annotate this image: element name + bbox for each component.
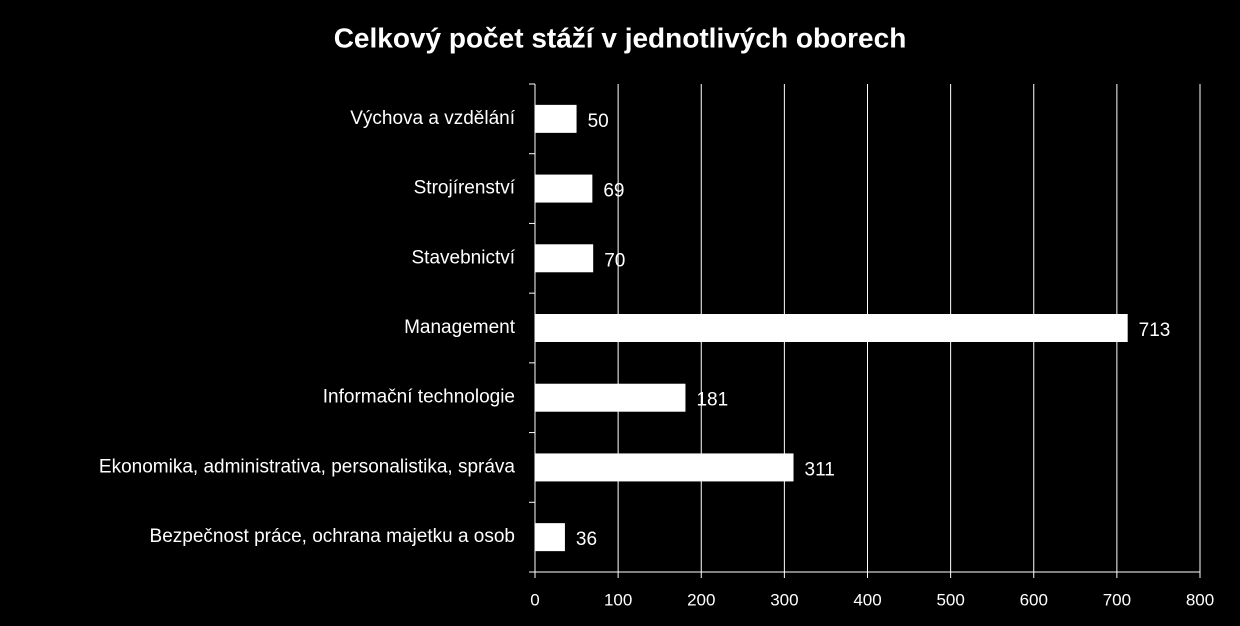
value-label: 50	[588, 111, 609, 132]
bar	[535, 314, 1128, 342]
y-tick-label: Ekonomika, administrativa, personalistik…	[99, 456, 516, 477]
bar	[535, 174, 593, 203]
y-tick-label: Informační technologie	[323, 387, 515, 408]
bar	[535, 383, 686, 412]
bar	[535, 244, 594, 273]
x-tick-label: 700	[1103, 590, 1131, 609]
x-tick-label: 100	[604, 590, 632, 609]
bar	[535, 523, 565, 552]
chart-title: Celkový počet stáží v jednotlivých obore…	[334, 22, 907, 53]
y-tick-label: Strojírenství	[414, 178, 516, 199]
y-tick-label: Výchova a vzdělání	[350, 108, 515, 129]
value-label: 36	[576, 529, 597, 550]
bar	[535, 104, 577, 133]
x-tick-label: 200	[687, 590, 715, 609]
x-tick-label: 500	[936, 590, 964, 609]
value-label: 311	[805, 459, 835, 480]
bar	[535, 453, 794, 482]
x-tick-label: 300	[770, 590, 798, 609]
value-label: 69	[603, 181, 624, 202]
y-tick-label: Bezpečnost práce, ochrana majetku a osob	[150, 526, 515, 547]
y-tick-label: Stavebnictví	[412, 247, 516, 268]
x-tick-label: 0	[530, 590, 539, 609]
x-tick-label: 400	[853, 590, 881, 609]
value-label: 70	[604, 250, 625, 271]
y-tick-label: Management	[404, 317, 516, 338]
x-tick-label: 600	[1020, 590, 1048, 609]
value-label: 181	[696, 390, 728, 411]
value-label: 713	[1139, 320, 1171, 341]
x-tick-label: 800	[1186, 590, 1214, 609]
